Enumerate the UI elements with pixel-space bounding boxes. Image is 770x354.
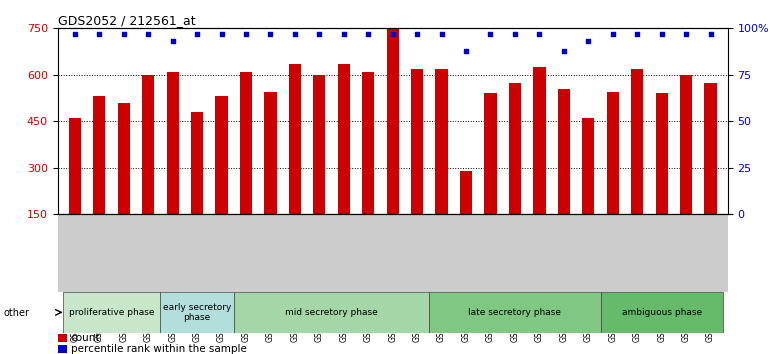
Bar	[191, 112, 203, 261]
Bar	[234, 292, 430, 333]
Bar	[582, 118, 594, 261]
Point	[216, 31, 228, 37]
Bar	[289, 64, 301, 261]
Bar	[534, 67, 545, 261]
Bar	[240, 72, 252, 261]
Point	[705, 31, 717, 37]
Text: early secretory
phase: early secretory phase	[163, 303, 231, 322]
Bar	[338, 64, 350, 261]
Bar	[631, 69, 643, 261]
Point	[191, 31, 203, 37]
Point	[534, 31, 546, 37]
Text: mid secretory phase: mid secretory phase	[285, 308, 378, 317]
Bar	[601, 292, 723, 333]
Point	[582, 39, 594, 44]
Bar	[58, 334, 66, 342]
Point	[239, 31, 252, 37]
Bar	[484, 93, 497, 261]
Bar	[313, 75, 326, 261]
Bar	[118, 103, 130, 261]
Bar	[387, 25, 399, 261]
Point	[93, 31, 105, 37]
Point	[509, 31, 521, 37]
Bar	[411, 69, 424, 261]
Bar	[264, 92, 276, 261]
Point	[362, 31, 374, 37]
Point	[337, 31, 350, 37]
Bar	[160, 292, 234, 333]
Point	[460, 48, 472, 53]
Bar	[705, 82, 717, 261]
Bar	[69, 118, 81, 261]
Bar	[58, 345, 66, 353]
Text: late secretory phase: late secretory phase	[468, 308, 561, 317]
Point	[655, 31, 668, 37]
Point	[118, 31, 130, 37]
Text: proliferative phase: proliferative phase	[69, 308, 154, 317]
Bar	[655, 93, 668, 261]
Point	[680, 31, 692, 37]
Bar	[680, 75, 692, 261]
Bar	[557, 89, 570, 261]
Point	[166, 39, 179, 44]
Bar	[93, 96, 105, 261]
Bar	[436, 69, 447, 261]
Bar	[142, 75, 154, 261]
Point	[289, 31, 301, 37]
Point	[387, 31, 399, 37]
Point	[142, 31, 154, 37]
Bar	[607, 92, 619, 261]
Point	[69, 31, 81, 37]
Point	[436, 31, 448, 37]
Bar	[362, 72, 374, 261]
Point	[631, 31, 644, 37]
Bar	[62, 292, 160, 333]
Point	[557, 48, 570, 53]
Text: count: count	[71, 333, 100, 343]
Point	[313, 31, 326, 37]
Bar	[216, 96, 228, 261]
Bar	[166, 72, 179, 261]
Text: GDS2052 / 212561_at: GDS2052 / 212561_at	[58, 14, 196, 27]
Point	[484, 31, 497, 37]
Bar	[509, 82, 521, 261]
Bar	[460, 171, 472, 261]
Point	[264, 31, 276, 37]
Point	[607, 31, 619, 37]
Bar	[430, 292, 601, 333]
Text: other: other	[4, 308, 30, 318]
Text: percentile rank within the sample: percentile rank within the sample	[71, 344, 246, 354]
Point	[411, 31, 424, 37]
Text: ambiguous phase: ambiguous phase	[621, 308, 701, 317]
